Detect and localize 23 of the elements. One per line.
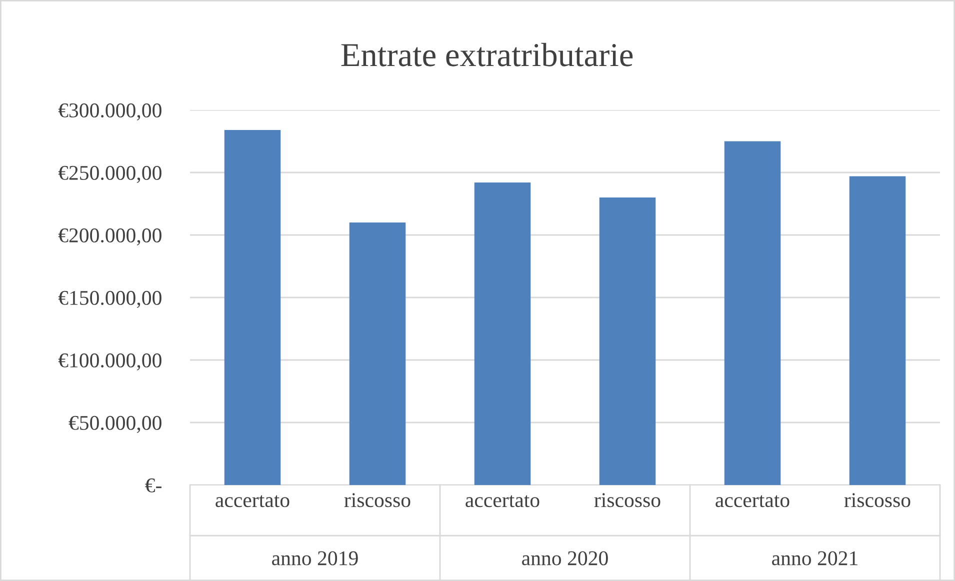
x-tick-label: riscosso bbox=[844, 493, 910, 508]
x-tick-label: accertato bbox=[466, 495, 540, 508]
y-tick-label: €100.000,00 bbox=[58, 353, 162, 370]
bar bbox=[349, 222, 406, 485]
x-tick-label: riscosso bbox=[344, 493, 410, 508]
y-tick-label: €150.000,00 bbox=[58, 290, 162, 308]
text: anno 2019 bbox=[272, 551, 358, 566]
text: anno 2021 bbox=[772, 551, 858, 566]
bar bbox=[474, 182, 531, 485]
text: anno 2020 bbox=[522, 551, 608, 566]
y-tick-label: €300.000,00 bbox=[58, 103, 162, 120]
chart-title: Entrate extratributarie bbox=[341, 42, 633, 66]
bar bbox=[599, 198, 656, 485]
y-tick-label: €50.000,00 bbox=[68, 416, 162, 433]
bar bbox=[724, 141, 781, 485]
x-tick-label: riscosso bbox=[594, 493, 660, 508]
bar bbox=[224, 130, 281, 485]
y-tick-label: €200.000,00 bbox=[58, 228, 162, 246]
x-tick-label: accertato bbox=[716, 495, 790, 508]
y-tick-label: €250.000,00 bbox=[58, 166, 162, 183]
bar bbox=[849, 176, 906, 485]
y-tick-label: €- bbox=[145, 478, 162, 492]
x-tick-label: accertato bbox=[216, 495, 290, 508]
